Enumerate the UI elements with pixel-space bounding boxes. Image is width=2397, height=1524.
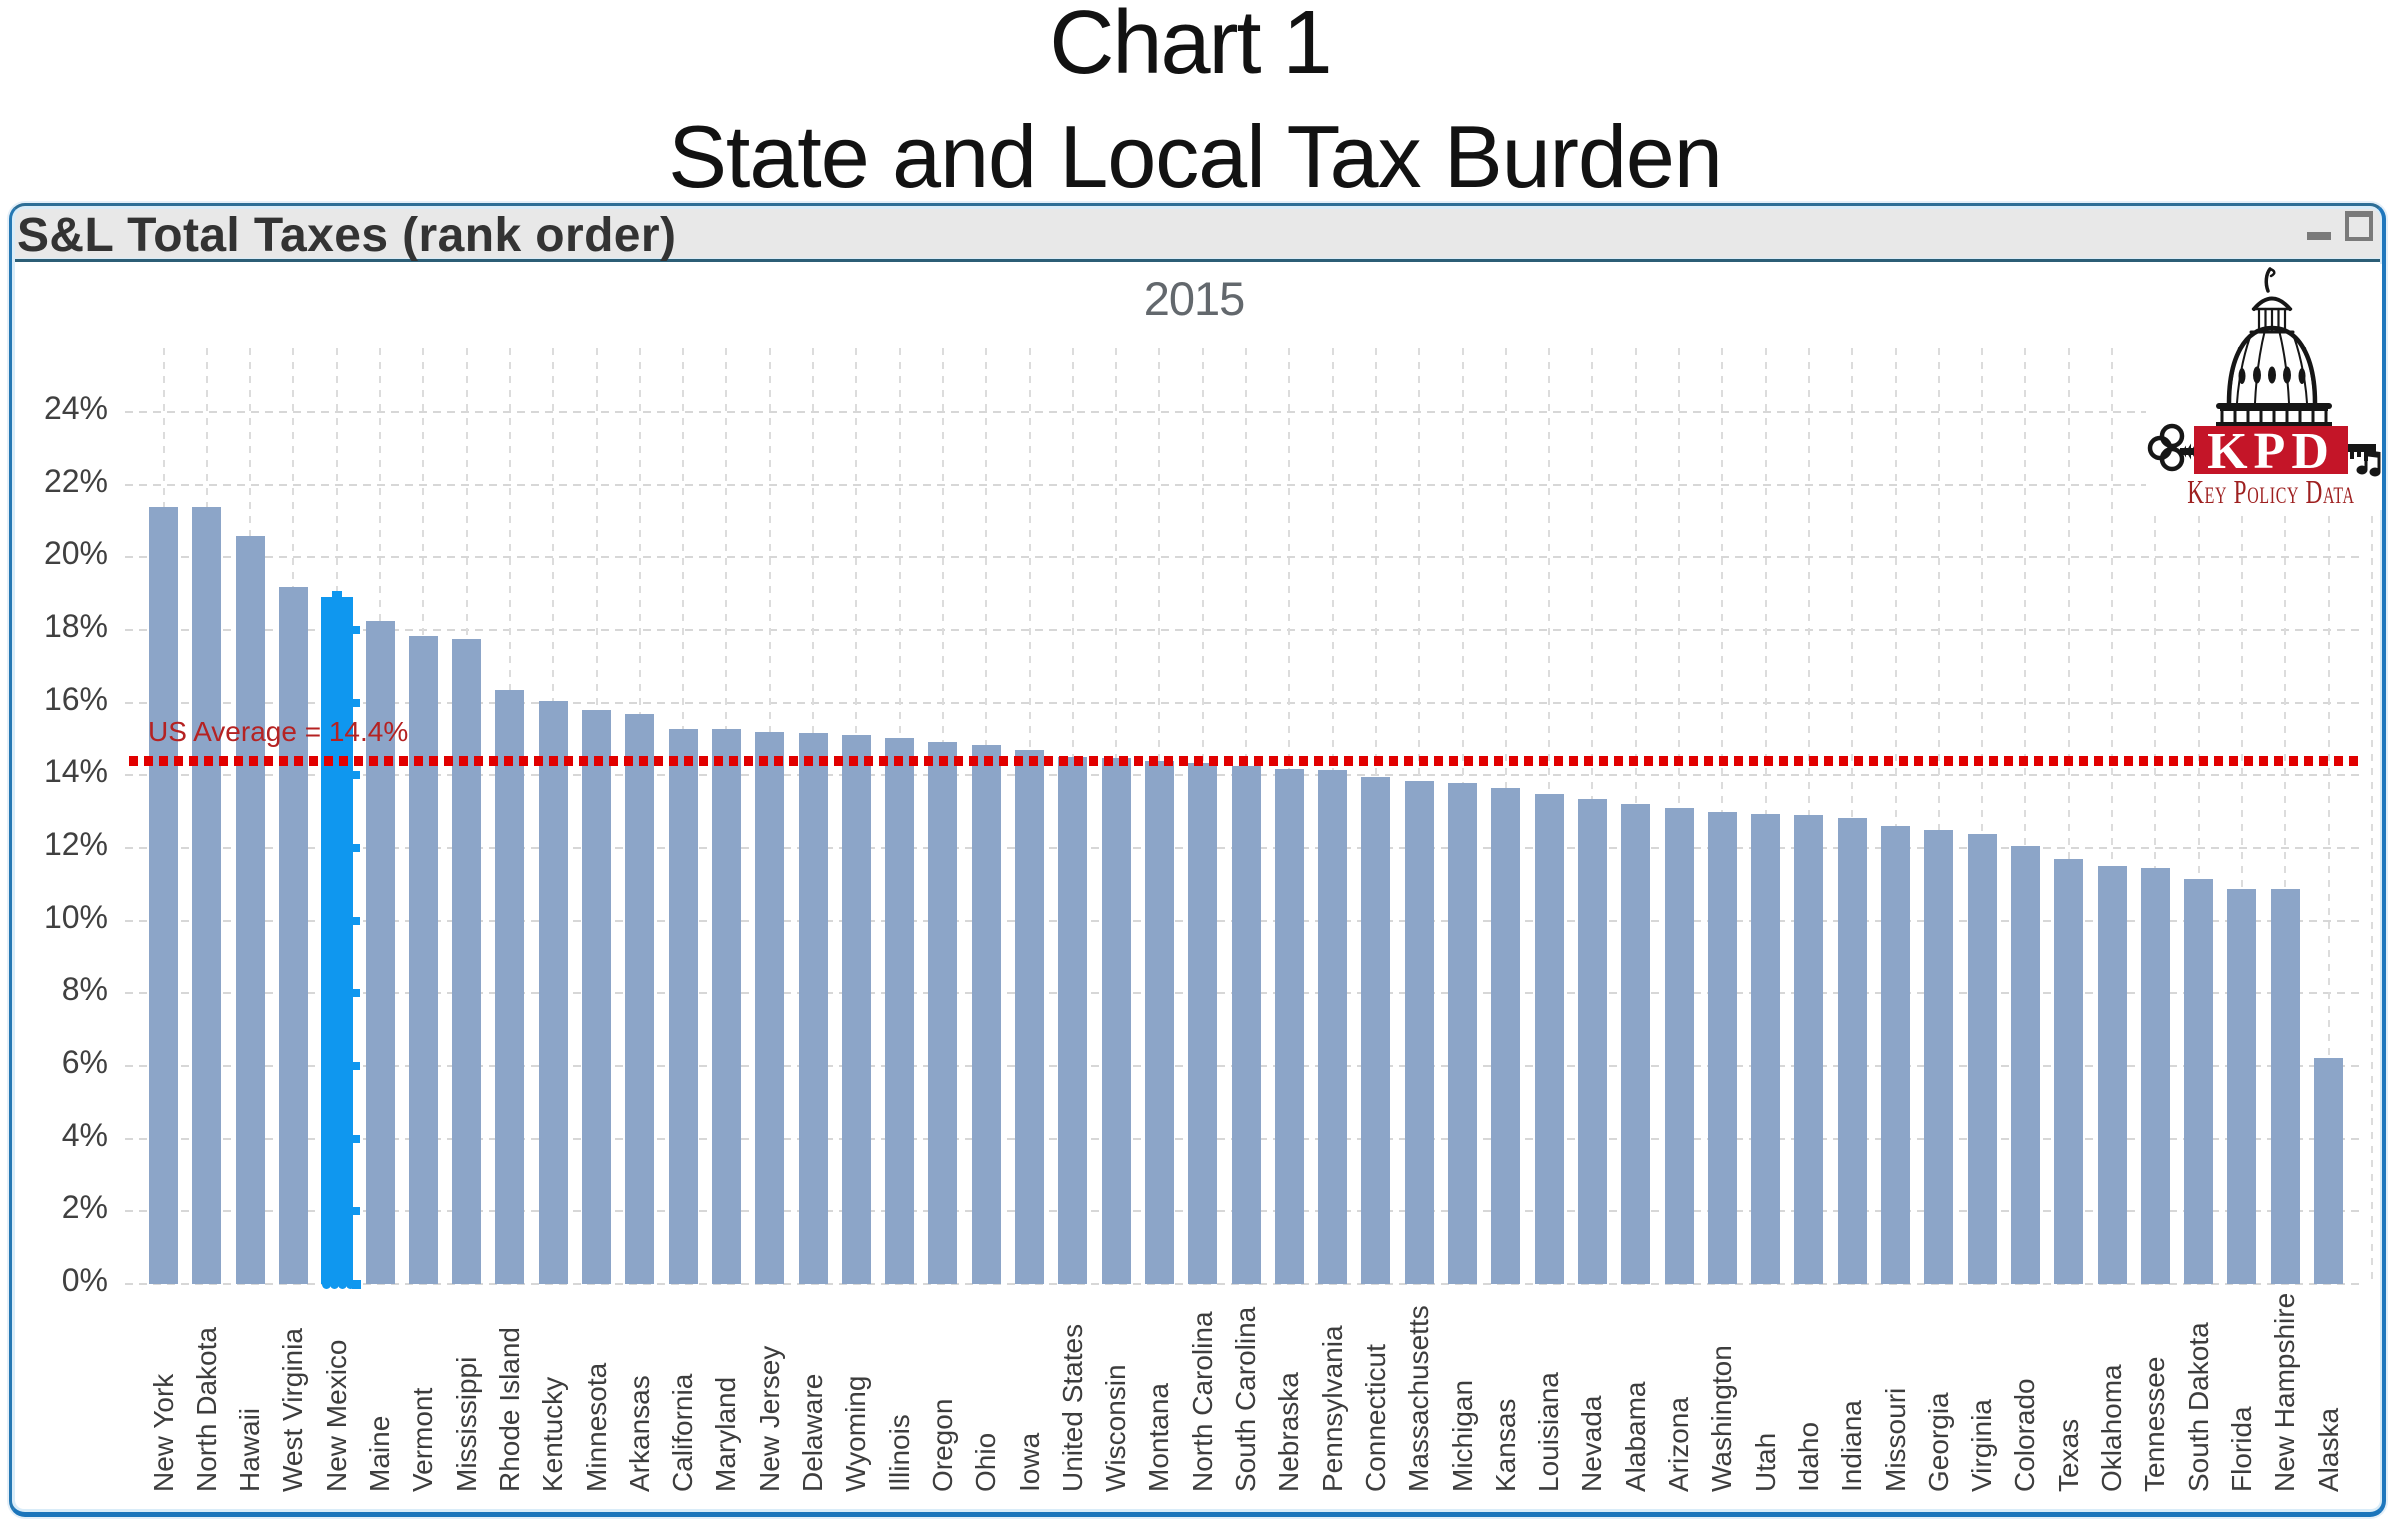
svg-text:Key Policy Data: Key Policy Data [2187, 474, 2354, 511]
svg-text:KPD: KPD [2207, 423, 2335, 480]
